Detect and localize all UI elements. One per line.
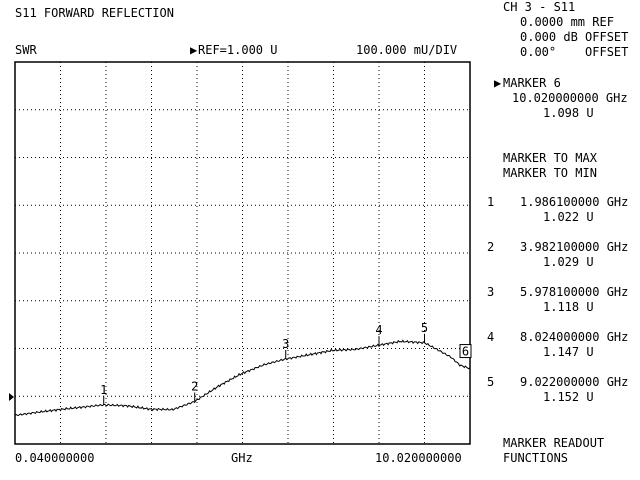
marker-value: 1.147 U bbox=[543, 345, 594, 359]
channel-label: CH 3 - S11 bbox=[503, 0, 576, 14]
marker-number: 2 bbox=[487, 240, 495, 254]
format-label: SWR bbox=[15, 43, 37, 57]
offset-db: 0.000 dB OFFSET bbox=[520, 30, 629, 44]
marker-label[interactable]: 2 bbox=[191, 380, 198, 394]
offset-mm: 0.0000 mm REF bbox=[520, 15, 614, 29]
active-marker-box bbox=[459, 344, 472, 359]
swr-trace bbox=[14, 339, 471, 417]
marker-frequency: 3.982100000 GHz bbox=[520, 240, 629, 254]
marker-number: 5 bbox=[487, 375, 495, 389]
marker-group: 1 2 3 4 5 6 bbox=[100, 321, 472, 405]
marker-frequency: 9.022000000 GHz bbox=[520, 375, 629, 389]
marker-number: 3 bbox=[487, 285, 495, 299]
marker-value: 1.022 U bbox=[543, 210, 594, 224]
marker-frequency: 1.986100000 GHz bbox=[520, 195, 629, 209]
marker-readout-button[interactable]: MARKER READOUT bbox=[503, 436, 605, 450]
active-marker-value: 1.098 U bbox=[543, 106, 594, 120]
active-marker-pointer-icon: ▶ bbox=[494, 76, 502, 90]
marker-label[interactable]: 5 bbox=[421, 321, 428, 335]
ref-pointer-icon: ▶ bbox=[190, 43, 198, 57]
marker-to-max-button[interactable]: MARKER TO MAX bbox=[503, 151, 597, 165]
marker-value: 1.118 U bbox=[543, 300, 594, 314]
marker-value: 1.152 U bbox=[543, 390, 594, 404]
start-frequency: 0.040000000 bbox=[15, 451, 95, 465]
stop-frequency: 10.020000000 bbox=[375, 451, 462, 465]
ref-value: REF=1.000 U bbox=[198, 43, 278, 57]
plot-title: S11 FORWARD REFLECTION bbox=[15, 6, 174, 20]
frequency-unit: GHz bbox=[231, 451, 253, 465]
marker-frequency: 8.024000000 GHz bbox=[520, 330, 629, 344]
scale-per-div: 100.000 mU/DIV bbox=[356, 43, 458, 57]
plot-grid bbox=[15, 62, 470, 444]
marker-number: 4 bbox=[487, 330, 495, 344]
reference-pointer-icon bbox=[9, 393, 14, 401]
marker-number: 1 bbox=[487, 195, 495, 209]
trace-group bbox=[14, 339, 471, 417]
marker-frequency: 5.978100000 GHz bbox=[520, 285, 629, 299]
marker-value: 1.029 U bbox=[543, 255, 594, 269]
marker-label[interactable]: 6 bbox=[462, 345, 469, 359]
marker-label[interactable]: 3 bbox=[282, 337, 289, 351]
active-marker-frequency: 10.020000000 GHz bbox=[512, 91, 628, 105]
active-marker-label[interactable]: MARKER 6 bbox=[503, 76, 561, 90]
marker-readout-button-line2[interactable]: FUNCTIONS bbox=[503, 451, 569, 465]
marker-to-min-button[interactable]: MARKER TO MIN bbox=[503, 166, 597, 180]
offset-deg: 0.00° OFFSET bbox=[520, 45, 629, 59]
marker-label[interactable]: 4 bbox=[375, 323, 382, 337]
marker-label[interactable]: 1 bbox=[100, 383, 107, 397]
